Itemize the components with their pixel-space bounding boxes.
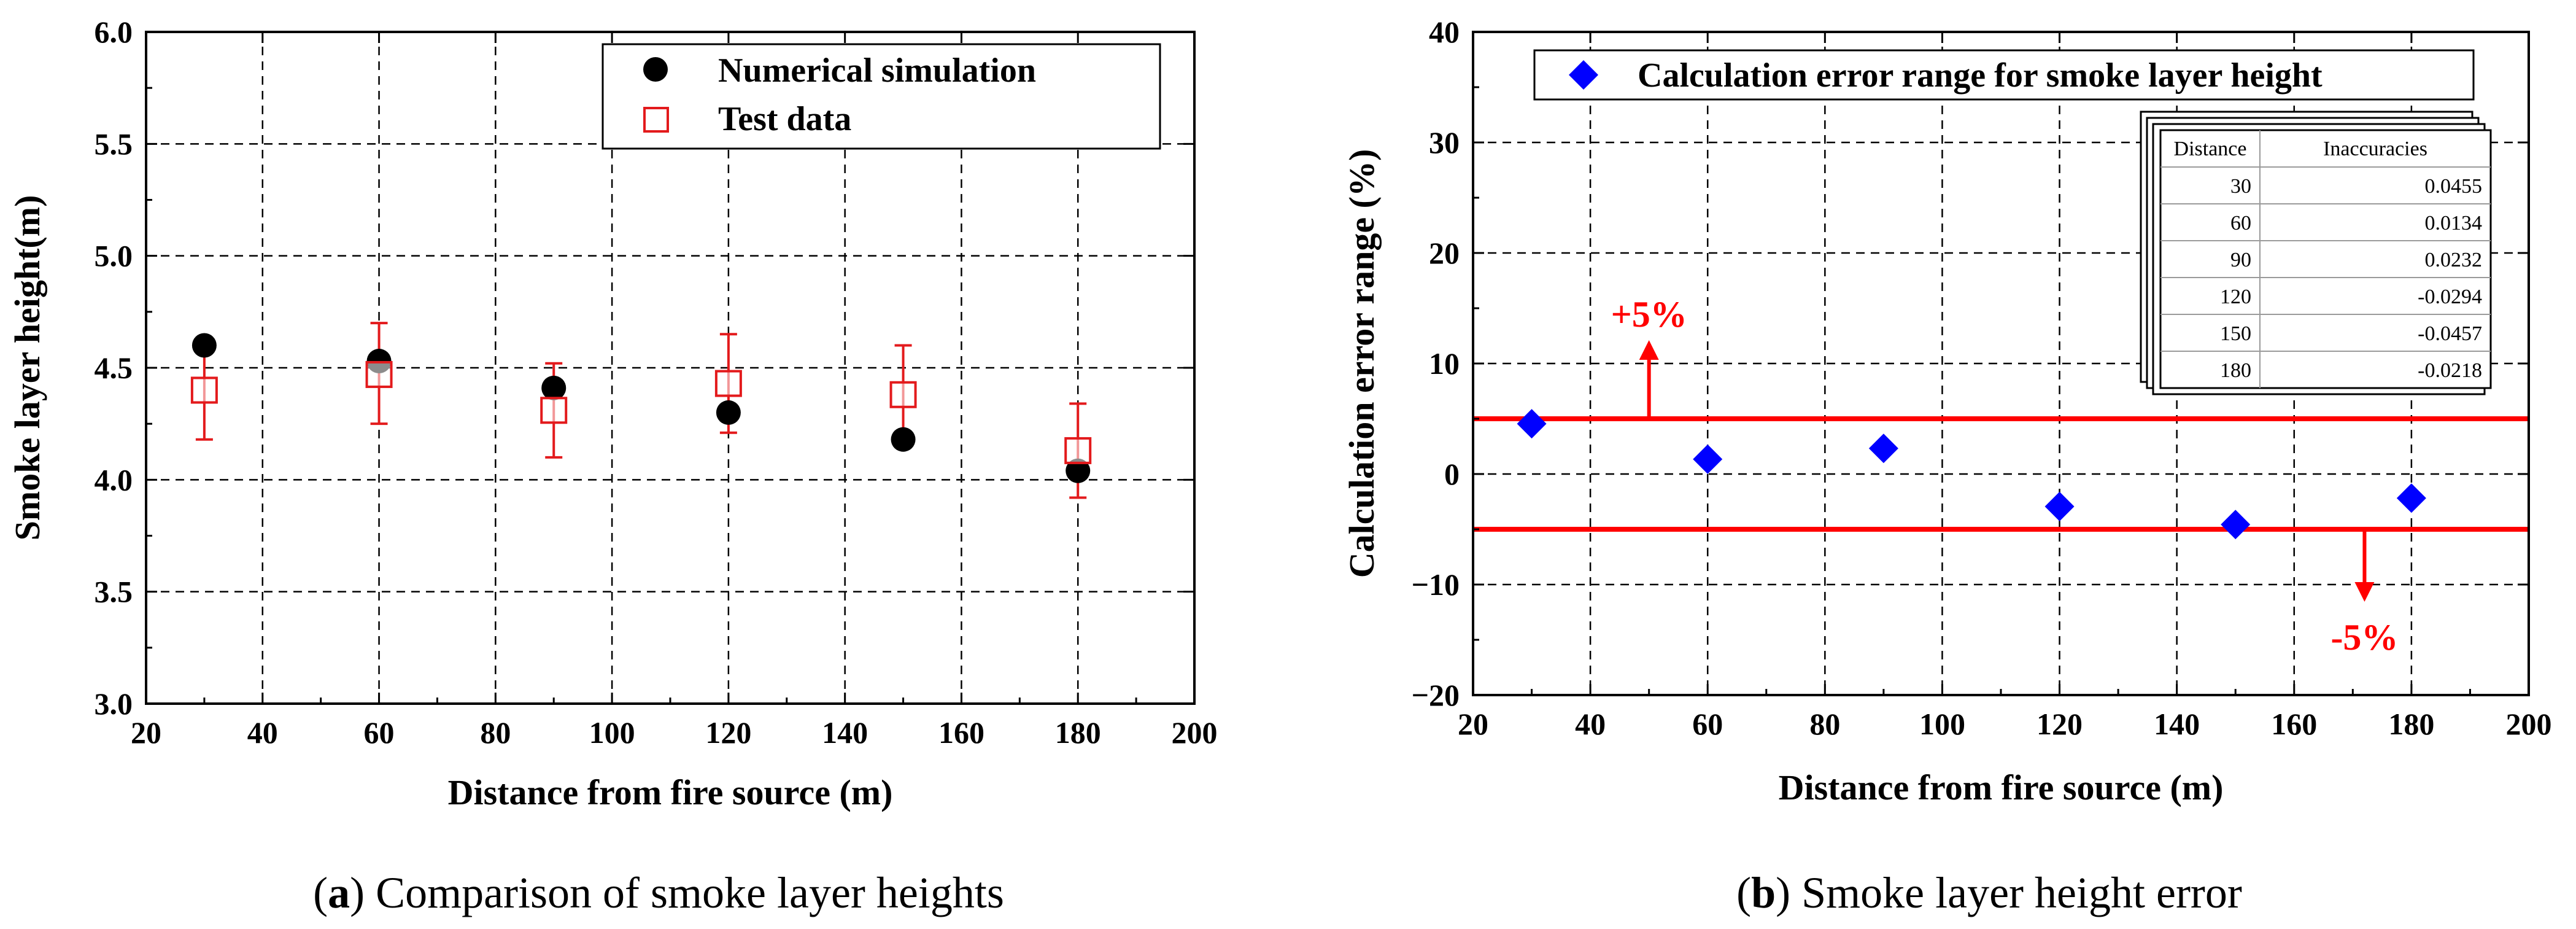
- chart-b-xtick-label: 120: [2036, 707, 2083, 741]
- table-cell-inaccuracy: -0.0218: [2418, 359, 2482, 382]
- chart-b-xtick-label: 80: [1809, 707, 1840, 741]
- chart-a-xtick-label: 20: [131, 715, 161, 750]
- chart-a-xtick-label: 100: [589, 715, 635, 750]
- error-range-point: [2396, 483, 2426, 513]
- legend-label-error-range: Calculation error range for smoke layer …: [1638, 56, 2323, 95]
- table-cell-inaccuracy: -0.0294: [2418, 286, 2482, 308]
- caption-b: (b) Smoke layer height error: [1736, 868, 2242, 917]
- chart-b-ytick-label: 0: [1444, 457, 1460, 491]
- chart-a-xtick-label: 40: [247, 715, 278, 750]
- chart-b-xtick-label: 40: [1575, 707, 1606, 741]
- table-cell-distance: 60: [2230, 212, 2251, 235]
- chart-b-xtick-label: 160: [2271, 707, 2317, 741]
- error-range-point: [1868, 433, 1898, 464]
- chart-b-data: [1517, 409, 2426, 540]
- table-cell-inaccuracy: 0.0134: [2425, 212, 2483, 235]
- chart-a-data: [190, 322, 1092, 499]
- chart-a-ytick-label: 5.0: [95, 239, 133, 273]
- chart-a-ytick-label: 3.0: [95, 686, 133, 721]
- chart-a-ytick-label: 6.0: [95, 15, 133, 49]
- chart-b-ylabel: Calculation error range (%): [1342, 149, 1382, 578]
- error-range-point: [1517, 409, 1547, 439]
- caption-b-text: Smoke layer height error: [1790, 868, 2242, 917]
- test-data-point: [889, 381, 917, 408]
- numerical-simulation-point: [716, 400, 741, 425]
- test-data-point: [190, 376, 218, 404]
- chart-a-legend: Numerical simulation Test data: [601, 43, 1161, 150]
- legend-label-test-data: Test data: [718, 100, 851, 138]
- chart-b-legend: Calculation error range for smoke layer …: [1533, 49, 2475, 101]
- error-range-point: [1693, 444, 1723, 474]
- table-header-distance: Distance: [2174, 138, 2247, 160]
- chart-a-ytick-label: 4.5: [95, 351, 133, 385]
- legend-marker-error-range: [1569, 60, 1598, 90]
- table-cell-distance: 180: [2220, 359, 2251, 382]
- chart-a-ytick-label: 3.5: [95, 575, 133, 609]
- test-data-point: [365, 360, 393, 388]
- arrow-down-icon: [2354, 582, 2375, 602]
- chart-a-xlabel: Distance from fire source (m): [448, 772, 893, 812]
- test-data-point: [714, 370, 742, 397]
- numerical-simulation-point: [891, 427, 916, 452]
- chart-b-ytick-label: 30: [1429, 125, 1460, 160]
- limit-label-lower: -5%: [2330, 617, 2398, 658]
- chart-b-ytick-label: 40: [1429, 15, 1460, 49]
- chart-b: +5%-5% 20 40 60 80 100 120 140 160 180 200−20−100…: [1342, 15, 2552, 917]
- caption-a: (a) Comparison of smoke layer heights: [313, 868, 1004, 917]
- chart-b-ytick-label: −20: [1412, 678, 1460, 712]
- chart-a-xtick-label: 180: [1055, 715, 1101, 750]
- chart-b-ytick-label: 10: [1429, 346, 1460, 381]
- chart-b-xlabel: Distance from fire source (m): [1779, 768, 2224, 807]
- chart-b-ytick-label: −10: [1412, 567, 1460, 602]
- numerical-simulation-point: [1066, 458, 1091, 483]
- legend-marker-test-data: [643, 107, 669, 133]
- limit-label-upper: +5%: [1611, 294, 1687, 335]
- chart-b-ticks: 20 40 60 80 100 120 140 160 180 200 −20 −10 0 10 20 30 4…: [1412, 15, 2552, 741]
- chart-a-xtick-label: 80: [480, 715, 511, 750]
- chart-b-xtick-label: 100: [1919, 707, 1965, 741]
- table-cell-distance: 120: [2220, 286, 2251, 308]
- table-header-inaccuracies: Inaccuracies: [2323, 138, 2427, 160]
- chart-a-xtick-label: 160: [938, 715, 984, 750]
- chart-a-ytick-label: 4.0: [95, 462, 133, 497]
- chart-a-xtick-label: 120: [705, 715, 751, 750]
- table-cell-distance: 30: [2230, 175, 2251, 198]
- chart-a-xtick-label: 60: [364, 715, 395, 750]
- legend-marker-numerical-simulation: [643, 57, 668, 82]
- chart-b-ytick-label: 20: [1429, 236, 1460, 270]
- table-cell-distance: 90: [2230, 249, 2251, 271]
- chart-a: 20 40 60 80 100 120 140 160 180 200 3.0 3.5 4.0 4.5 5.…: [7, 15, 1218, 917]
- chart-b-xtick-label: 60: [1692, 707, 1723, 741]
- test-data-point: [540, 397, 568, 424]
- numerical-simulation-point: [191, 333, 217, 358]
- caption-a-text: Comparison of smoke layer heights: [365, 868, 1004, 917]
- chart-a-xtick-label: 140: [822, 715, 868, 750]
- arrow-up-icon: [1639, 340, 1659, 360]
- error-range-point: [2044, 491, 2075, 521]
- chart-b-reference-lines: +5% -5%: [1473, 294, 2529, 658]
- chart-a-legend-box: [601, 43, 1161, 150]
- table-cell-inaccuracy: 0.0455: [2425, 175, 2483, 198]
- chart-b-xtick-label: 180: [2388, 707, 2434, 741]
- chart-b-xtick-label: 140: [2154, 707, 2200, 741]
- numerical-simulation-point: [541, 375, 567, 400]
- chart-a-ytick-label: 5.5: [95, 126, 133, 161]
- legend-label-numerical-simulation: Numerical simulation: [718, 52, 1036, 90]
- caption-b-letter: b: [1751, 868, 1776, 917]
- test-data-point: [1064, 437, 1092, 464]
- inset-table: Distance Inaccuracies 30 0.0455 60 0.0134 90 0.…: [2140, 111, 2492, 395]
- table-cell-inaccuracy: -0.0457: [2418, 322, 2482, 345]
- chart-a-ticks: 20 40 60 80 100 120 140 160 180 200 3.0 3.5 4.0 4.5 5.…: [95, 15, 1218, 750]
- table-cell-inaccuracy: 0.0232: [2425, 249, 2483, 271]
- inset-table-frame: [2159, 129, 2492, 389]
- chart-b-xtick-label: 200: [2506, 707, 2552, 741]
- chart-b-legend-box: [1533, 49, 2475, 101]
- table-cell-distance: 150: [2220, 322, 2251, 345]
- chart-a-ylabel: Smoke layer height(m): [7, 195, 47, 541]
- caption-a-letter: a: [328, 868, 350, 917]
- chart-a-xtick-label: 200: [1172, 715, 1218, 750]
- error-range-point: [2221, 510, 2251, 540]
- chart-b-xtick-label: 20: [1458, 707, 1488, 741]
